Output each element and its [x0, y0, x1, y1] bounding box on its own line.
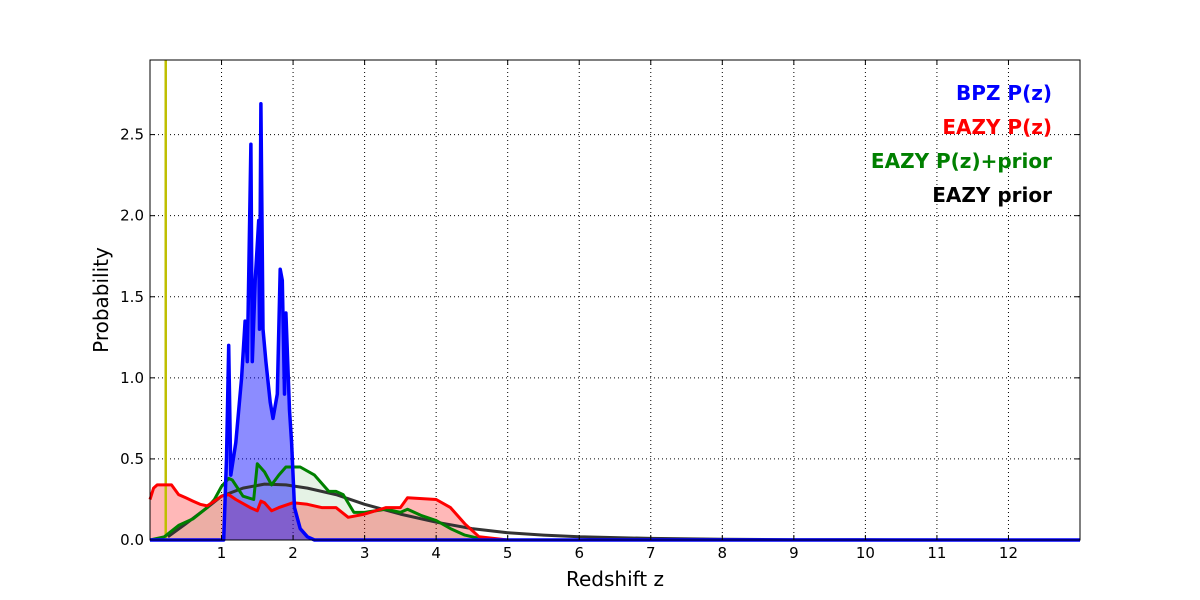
x-tick-label: 12 [999, 544, 1018, 562]
ticks: 1 2 3 4 5 6 7 8 9 10 11 120.00.51.01.52.02.5 [120, 60, 1080, 562]
x-tick-label: 9 [789, 544, 799, 562]
bpz-p-z-line [150, 102, 1080, 542]
x-tick-label: 11 [927, 544, 946, 562]
x-tick-label: 8 [718, 544, 728, 562]
x-tick-label: 7 [646, 544, 656, 562]
legend-entry: EAZY prior [932, 183, 1052, 207]
y-tick-label: 1.0 [120, 369, 144, 387]
eazy-p-z-fill [150, 484, 1080, 540]
y-tick-label: 0.0 [120, 531, 144, 549]
x-tick-label: 2 [288, 544, 298, 562]
eazy-p-z-prior-line [149, 462, 1080, 542]
x-tick-label: 5 [503, 544, 513, 562]
y-tick-label: 0.5 [120, 450, 144, 468]
plot-frame [149, 59, 1081, 541]
grid [150, 60, 1080, 540]
x-tick-label: 1 [217, 544, 227, 562]
y-axis-label: Probability [89, 247, 113, 353]
eazy-p-z-line [148, 483, 1080, 542]
y-tick-label: 1.5 [120, 288, 144, 306]
x-axis-label: Redshift z [566, 567, 664, 591]
x-tick-label: 10 [856, 544, 875, 562]
y-tick-label: 2.0 [120, 207, 144, 225]
legend-entry: BPZ P(z) [956, 81, 1052, 105]
y-tick-label: 2.5 [120, 126, 144, 144]
x-tick-label: 6 [574, 544, 584, 562]
x-tick-label: 4 [431, 544, 441, 562]
legend-entry: EAZY P(z) [942, 115, 1052, 139]
legend: BPZ P(z) EAZY P(z) EAZY P(z)+prior EAZY pri… [871, 81, 1052, 207]
x-tick-label: 3 [360, 544, 370, 562]
series-lines [148, 60, 1080, 542]
eazy-p-z-prior-fill [150, 463, 1080, 540]
legend-entry: EAZY P(z)+prior [871, 149, 1052, 173]
